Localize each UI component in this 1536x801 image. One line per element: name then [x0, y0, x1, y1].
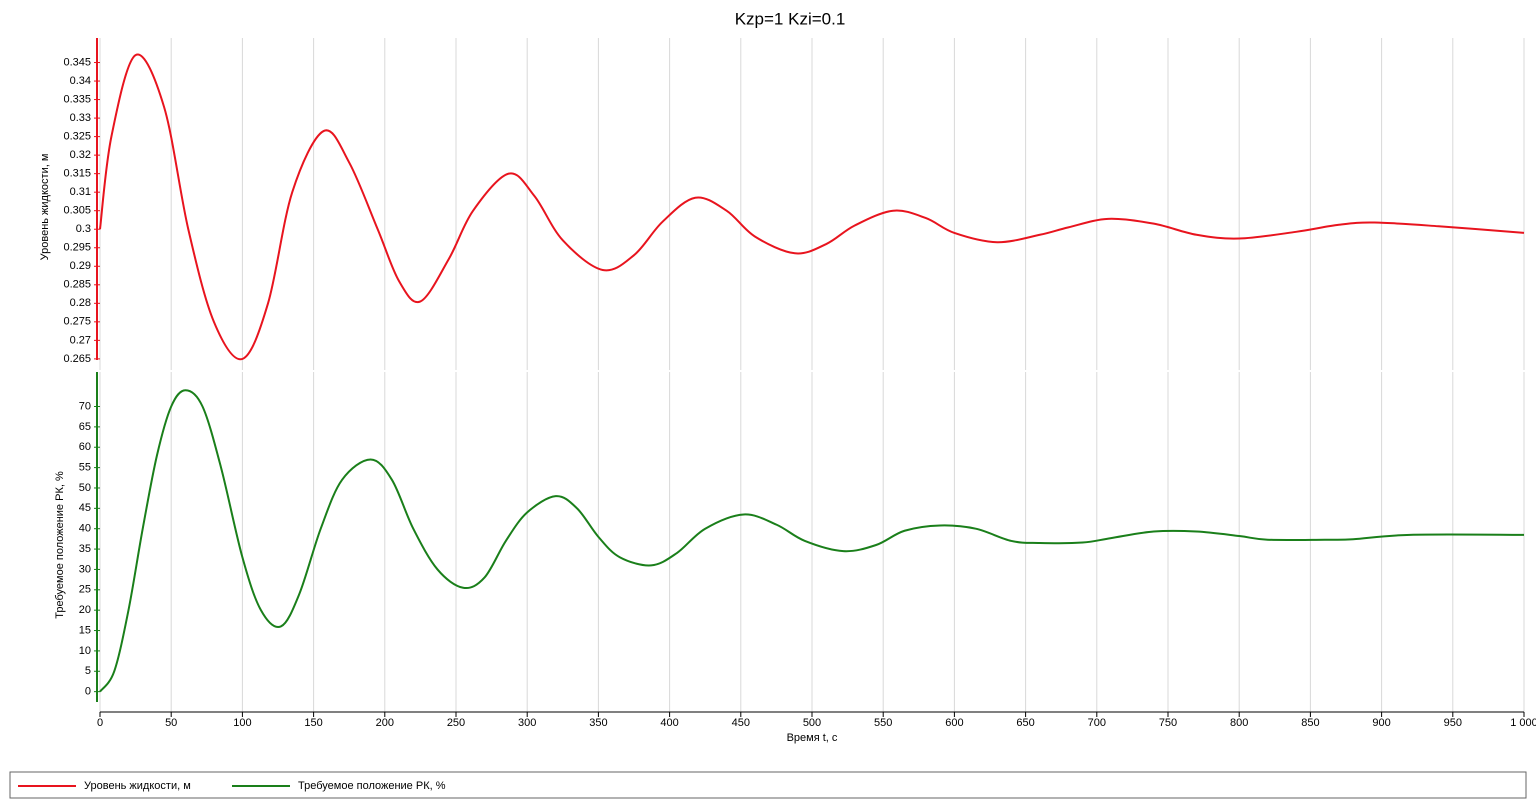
y-axis-label: Уровень жидкости, м: [39, 154, 51, 261]
x-tick-label: 950: [1444, 717, 1462, 729]
x-tick-label: 50: [165, 717, 177, 729]
y-tick-label: 25: [79, 584, 91, 596]
x-tick-label: 350: [589, 717, 607, 729]
x-tick-label: 500: [803, 717, 821, 729]
y-tick-label: 15: [79, 624, 91, 636]
y-tick-label: 0.31: [70, 186, 91, 198]
x-tick-label: 600: [945, 717, 963, 729]
x-tick-label: 100: [233, 717, 251, 729]
x-tick-label: 700: [1088, 717, 1106, 729]
series-line: [99, 389, 1525, 693]
y-tick-label: 65: [79, 421, 91, 433]
x-tick-label: 650: [1016, 717, 1034, 729]
x-tick-label: 450: [732, 717, 750, 729]
x-tick-label: 750: [1159, 717, 1177, 729]
y-tick-label: 0.335: [63, 93, 91, 105]
legend-label: Требуемое положение РК, %: [298, 780, 446, 792]
y-tick-label: 50: [79, 482, 91, 494]
y-tick-label: 40: [79, 523, 91, 535]
chart-title: Kzp=1 Kzi=0.1: [735, 9, 846, 28]
x-tick-label: 200: [376, 717, 394, 729]
x-tick-label: 1 000: [1510, 717, 1536, 729]
y-tick-label: 0.27: [70, 334, 91, 346]
x-tick-label: 400: [660, 717, 678, 729]
x-tick-label: 150: [304, 717, 322, 729]
legend-label: Уровень жидкости, м: [84, 780, 191, 792]
x-tick-label: 900: [1372, 717, 1390, 729]
y-tick-label: 20: [79, 604, 91, 616]
y-tick-label: 0.275: [63, 316, 91, 328]
y-axis-label: Требуемое положение РК, %: [54, 471, 66, 619]
x-tick-label: 0: [97, 717, 103, 729]
y-tick-label: 55: [79, 462, 91, 474]
y-tick-label: 0.285: [63, 279, 91, 291]
series-line: [99, 53, 1525, 361]
y-tick-label: 0.305: [63, 205, 91, 217]
y-tick-label: 0.345: [63, 56, 91, 68]
x-tick-label: 250: [447, 717, 465, 729]
x-tick-label: 300: [518, 717, 536, 729]
y-tick-label: 0.3: [76, 223, 91, 235]
y-tick-label: 0.34: [70, 75, 91, 87]
y-tick-label: 0.28: [70, 297, 91, 309]
y-tick-label: 45: [79, 502, 91, 514]
y-tick-label: 35: [79, 543, 91, 555]
y-tick-label: 30: [79, 563, 91, 575]
x-axis-label: Время t, с: [787, 732, 838, 744]
y-tick-label: 70: [79, 400, 91, 412]
y-tick-label: 0.325: [63, 131, 91, 143]
x-tick-label: 550: [874, 717, 892, 729]
x-tick-label: 850: [1301, 717, 1319, 729]
y-tick-label: 0.29: [70, 260, 91, 272]
y-tick-label: 0.295: [63, 242, 91, 254]
y-tick-label: 60: [79, 441, 91, 453]
y-tick-label: 10: [79, 645, 91, 657]
y-tick-label: 0.33: [70, 112, 91, 124]
y-tick-label: 0.315: [63, 168, 91, 180]
y-tick-label: 5: [85, 665, 91, 677]
x-tick-label: 800: [1230, 717, 1248, 729]
y-tick-label: 0.32: [70, 149, 91, 161]
y-tick-label: 0: [85, 686, 91, 698]
y-tick-label: 0.265: [63, 353, 91, 365]
